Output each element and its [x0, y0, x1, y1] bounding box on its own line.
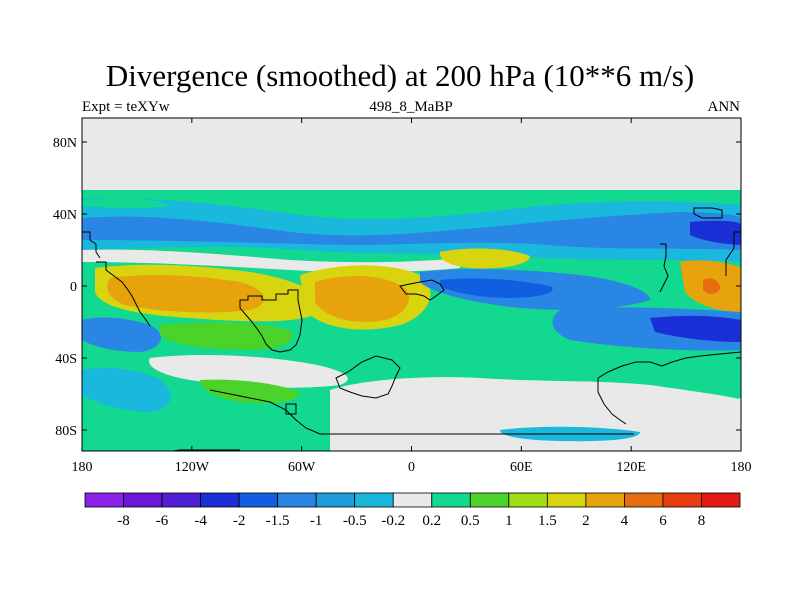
- colorbar-swatch: [624, 492, 664, 508]
- lon-tick-label: 60E: [510, 460, 533, 475]
- colorbar-label: -1: [310, 513, 323, 529]
- colorbar-label: -1.5: [266, 513, 290, 529]
- colorbar-swatch: [200, 492, 240, 508]
- colorbar-swatch: [238, 492, 279, 508]
- lat-tick-label: 80S: [55, 424, 77, 439]
- colorbar-label: 8: [698, 513, 706, 529]
- colorbar-label: 2: [582, 513, 590, 529]
- coastline-asia-north: [693, 207, 723, 219]
- colorbar-label: -6: [156, 513, 169, 529]
- lon-tick-label: 180: [72, 460, 93, 475]
- contour-band-red-pacific-east: [703, 278, 720, 294]
- colorbar-swatch: [662, 492, 702, 508]
- coastline-australia: [597, 351, 741, 379]
- coastline-asia-east: [659, 243, 669, 293]
- coastline-africa-south: [335, 355, 401, 399]
- colorbar-swatch: [277, 492, 317, 508]
- colorbar-label: 6: [659, 513, 667, 529]
- colorbar-label: -8: [117, 513, 130, 529]
- lat-tick-label: 40N: [53, 208, 77, 223]
- coastline-antarctica: [209, 389, 634, 435]
- colorbar-swatch: [508, 492, 548, 508]
- lat-tick-label: 40S: [55, 352, 77, 367]
- contour-band-green-south-atlantic: [160, 322, 293, 350]
- colorbar-label: -4: [194, 513, 207, 529]
- colorbar-label: -2: [233, 513, 246, 529]
- contour-band-yellow-indian: [439, 248, 530, 269]
- colorbar-swatch: [701, 492, 741, 508]
- contour-band-blue-south: [82, 317, 161, 352]
- contour-band-green-south-west: [200, 379, 300, 404]
- coastlines: [82, 207, 741, 451]
- colorbar-label: 4: [621, 513, 629, 529]
- colorbar-swatch: [354, 492, 394, 508]
- colorbar-label: 1: [505, 513, 513, 529]
- contour-band-darkblue-north: [690, 220, 741, 245]
- colorbar-label: 1.5: [538, 513, 557, 529]
- coastline-southern-ocean: [169, 449, 240, 451]
- lon-tick-label: 180: [731, 460, 752, 475]
- colorbar-label: -0.5: [343, 513, 367, 529]
- colorbar-swatch: [431, 492, 471, 508]
- lon-tick-label: 0: [408, 460, 415, 475]
- colorbar-label: -0.2: [381, 513, 405, 529]
- contour-band-darkblue-south-pacific: [650, 315, 741, 342]
- colorbar-swatch: [585, 492, 625, 508]
- colorbar-swatch: [546, 492, 587, 508]
- colorbar-swatch: [392, 492, 433, 508]
- coastline-americas-west: [82, 231, 101, 259]
- contour-band-darkblue-africa: [440, 278, 553, 298]
- colorbar-label: 0.5: [461, 513, 480, 529]
- lon-tick-label: 60W: [288, 460, 316, 475]
- plot-title: Divergence (smoothed) at 200 hPa (10**6 …: [105, 58, 695, 93]
- coastline-small-island: [285, 403, 297, 415]
- case-label: 498_8_MaBP: [369, 99, 453, 115]
- contour-band-cyan-south-west: [82, 368, 171, 412]
- colorbar-swatch: [123, 492, 163, 508]
- experiment-label: Expt = teXYw: [82, 99, 170, 115]
- contour-band-green-north-east: [82, 197, 170, 209]
- contour-band-orange-atlantic: [315, 276, 409, 322]
- lat-tick-label: 80N: [53, 136, 77, 151]
- colorbar-swatch: [84, 492, 124, 508]
- coastline-pacific-islands: [725, 231, 741, 276]
- longitude-axis: 180 120W 60W 0 60E 120E 180: [72, 118, 752, 475]
- colorbar-swatch: [315, 492, 356, 508]
- coastline-americas-north: [96, 261, 151, 327]
- coastline-australia-south: [597, 378, 627, 425]
- lat-tick-label: 0: [70, 280, 77, 295]
- coastline-south-america: [239, 289, 303, 353]
- contour-band-blue-north: [82, 212, 741, 250]
- lon-tick-label: 120W: [175, 460, 210, 475]
- season-label: ANN: [707, 99, 741, 115]
- colorbar-swatch: [469, 492, 510, 508]
- colorbar-swatch: [161, 492, 201, 508]
- coastline-africa: [399, 279, 445, 301]
- colorbar-label: 0.2: [422, 513, 441, 529]
- contour-band-gray-south-mid: [149, 355, 348, 388]
- latitude-axis: 80N 40N 0 40S 80S: [53, 136, 741, 439]
- colorbar: -8 -6 -4 -2 -1.5 -1 -0.5 -0.2 0.2 0.5 1 1.5 2 4 6 8: [84, 492, 741, 529]
- contour-band-orange-equator-west: [107, 275, 264, 313]
- lon-tick-label: 120E: [616, 460, 646, 475]
- contour-field: [82, 118, 741, 451]
